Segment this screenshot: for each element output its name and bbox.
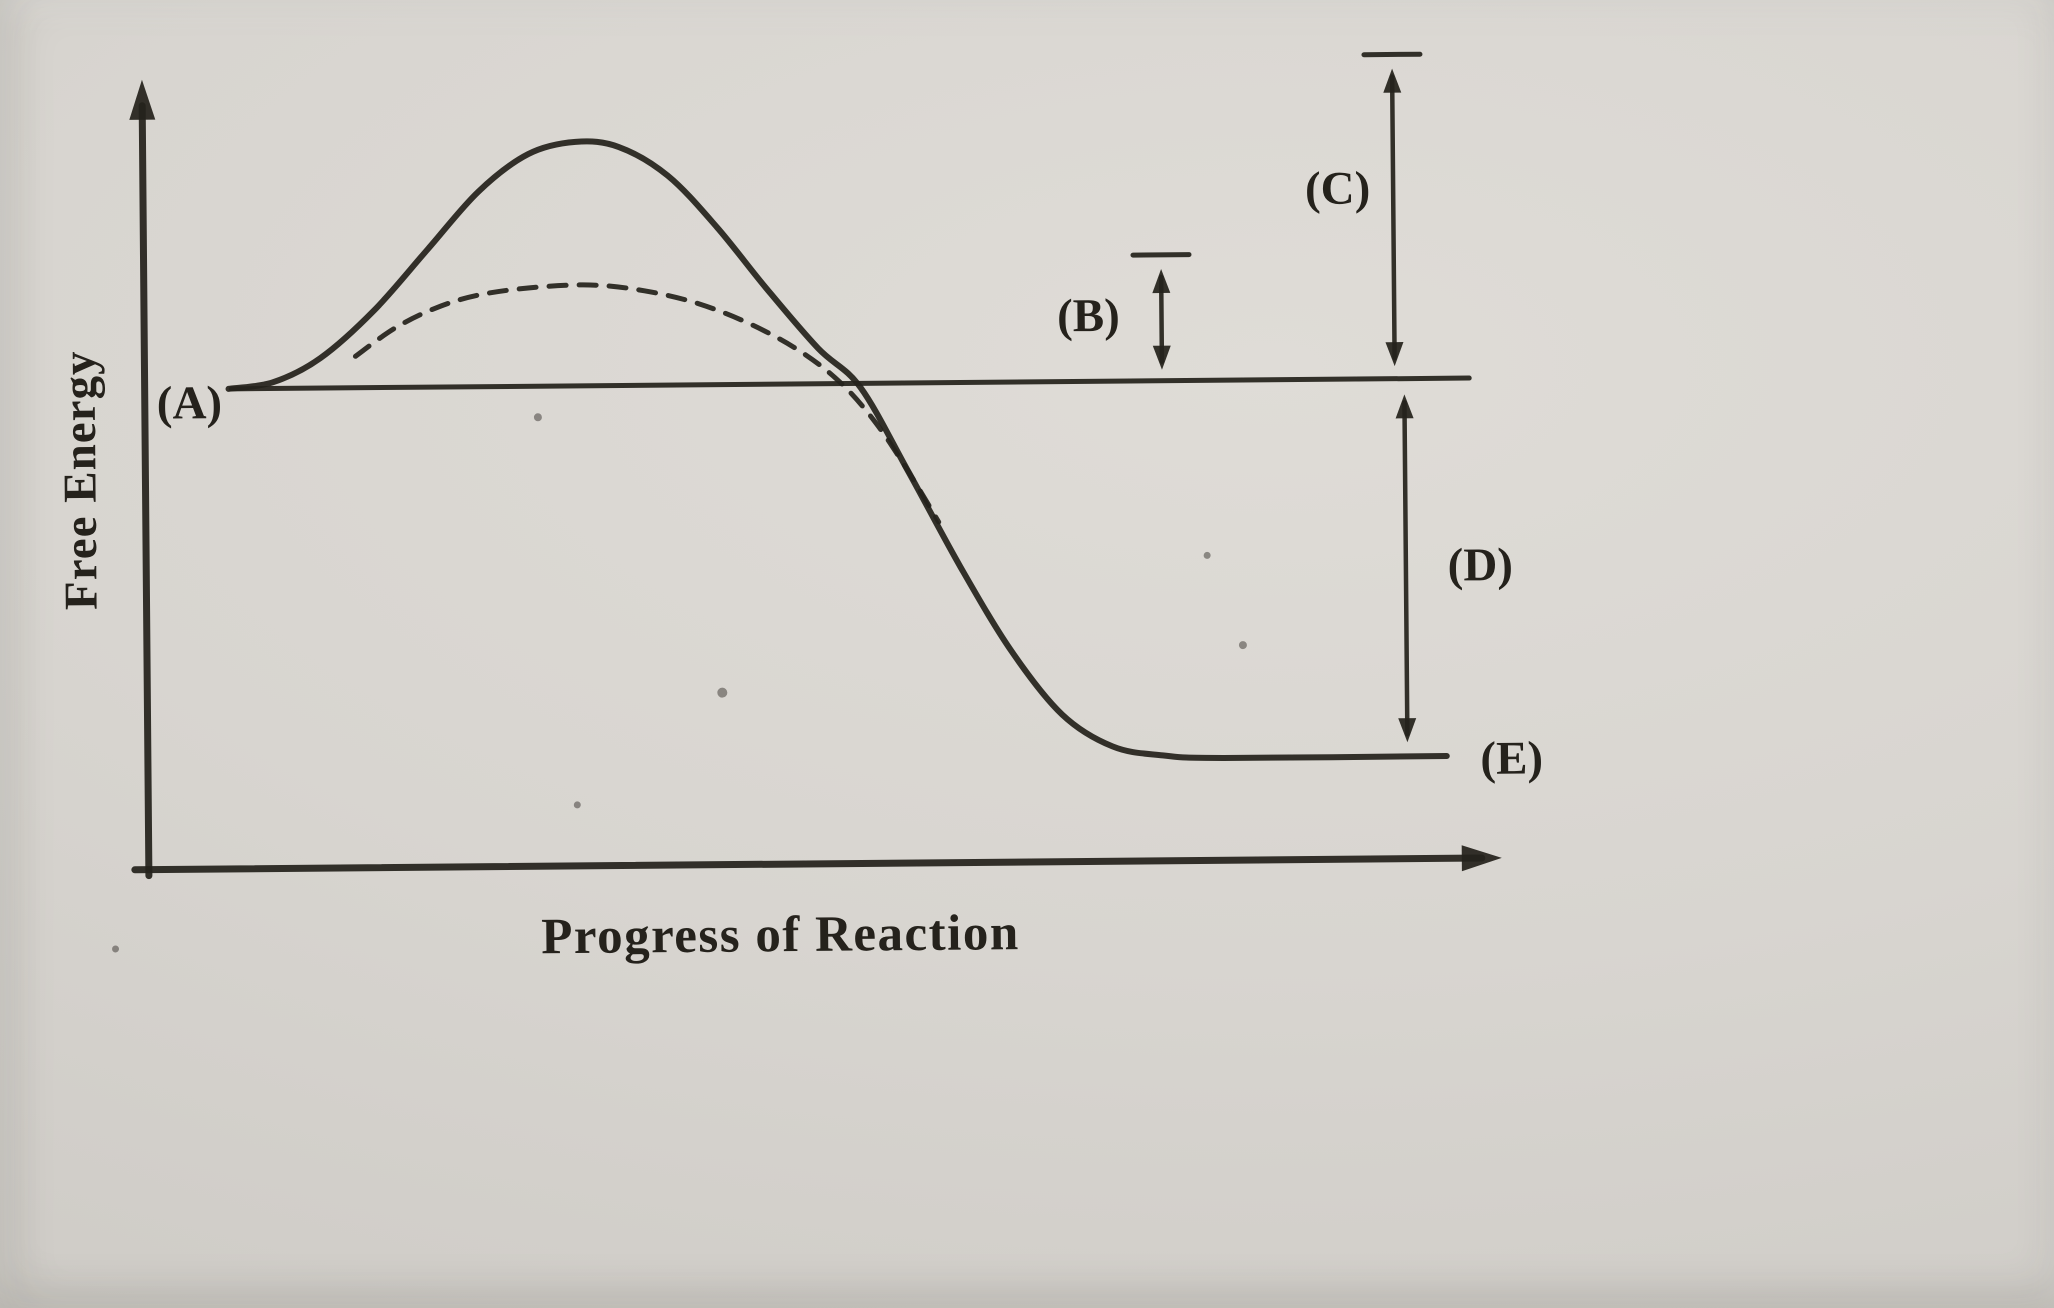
paper-speck-0 <box>533 413 542 422</box>
label-A: (A) <box>157 377 223 430</box>
x-axis <box>131 854 1486 874</box>
y-axis-arrowhead-icon <box>129 79 156 120</box>
paper-speck-4 <box>573 801 581 809</box>
arrow-D-line <box>1402 400 1410 737</box>
arrow-C-line <box>1389 74 1397 361</box>
y-axis-label: Free Energy <box>53 350 108 611</box>
arrow-C-up-arrowhead-icon <box>1383 68 1402 93</box>
label-D: (D) <box>1447 539 1513 592</box>
series-catalyzed-pathway <box>352 282 942 525</box>
y-axis <box>138 102 153 880</box>
arrow-B-down-arrowhead-icon <box>1152 345 1171 370</box>
arrow-C-down-arrowhead-icon <box>1385 342 1404 367</box>
label-C: (C) <box>1305 162 1371 215</box>
arrow-D-up-arrowhead-icon <box>1395 394 1414 419</box>
label-E: (E) <box>1480 732 1543 785</box>
series-reactant-energy-level <box>228 375 1472 392</box>
arrow-D-down-arrowhead-icon <box>1398 718 1417 743</box>
x-axis-label: Progress of Reaction <box>540 905 1020 966</box>
x-axis-arrowhead-icon <box>1461 845 1502 872</box>
paper-speck-5 <box>112 945 120 953</box>
paper-speck-3 <box>1238 641 1247 650</box>
arrow-B-up-arrowhead-icon <box>1152 268 1171 294</box>
label-B: (B) <box>1057 290 1120 343</box>
paper-speck-2 <box>1203 551 1211 559</box>
paper-speck-1 <box>717 687 728 698</box>
series-uncatalyzed-pathway <box>225 138 1450 761</box>
